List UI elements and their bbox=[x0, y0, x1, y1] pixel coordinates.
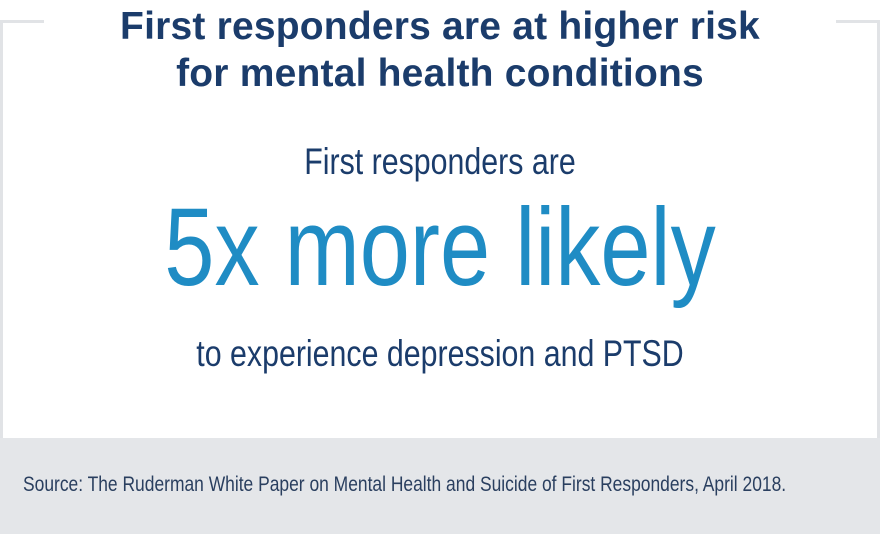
stat-lead-text: First responders are bbox=[304, 141, 576, 182]
stat-value: 5x more likely bbox=[164, 186, 716, 309]
frame-top-right-line bbox=[836, 20, 880, 23]
stat-tail-text: to experience depression and PTSD bbox=[196, 333, 684, 374]
source-footer: Source: The Ruderman White Paper on Ment… bbox=[0, 438, 880, 534]
headline-line-2: for mental health conditions bbox=[176, 52, 704, 95]
headline: First responders are at higher risk for … bbox=[0, 3, 880, 97]
headline-line-1: First responders are at higher risk bbox=[120, 5, 760, 48]
source-citation: Source: The Ruderman White Paper on Ment… bbox=[23, 473, 787, 496]
frame-top-left-line bbox=[0, 20, 44, 23]
frame-right-line bbox=[877, 20, 880, 438]
frame-left-line bbox=[0, 20, 3, 438]
